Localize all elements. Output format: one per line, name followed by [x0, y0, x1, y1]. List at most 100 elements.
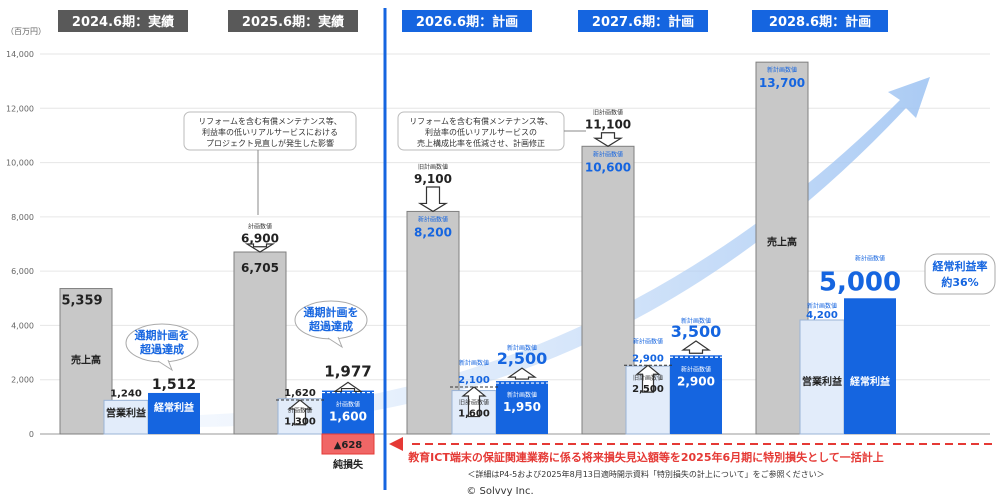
- down-arrow-sales: [244, 243, 276, 253]
- bar-label-ordinary: 経常利益: [850, 375, 890, 388]
- period-header: [578, 10, 708, 32]
- bar-sales: [406, 210, 460, 435]
- y-axis-unit: （百万円）: [6, 27, 46, 36]
- period-header: [402, 10, 532, 32]
- tag-new-plan: 新計画数値: [681, 317, 711, 325]
- up-arrow-ordinary: [507, 367, 537, 380]
- exceed-badge-2025-line1: 通期計画を: [304, 305, 359, 319]
- extraordinary-loss: ▲628 純損失: [321, 433, 375, 471]
- previous-plan-ordinary: 2,500: [497, 349, 548, 368]
- bar-label-operating: 営業利益: [802, 375, 842, 388]
- y-tick-label: 8,000: [11, 213, 34, 222]
- y-axis: （百万円） 0 2,000 4,000 6,000 8,000 10,000 12,000 1…: [6, 27, 990, 439]
- bar-ordinary: [670, 355, 722, 434]
- period-headers: 2024.6期：実績 2025.6期：実績 2026.6期：計画 2027.6期：計画…: [58, 10, 888, 32]
- y-tick-label: 10,000: [6, 159, 34, 168]
- bar-operating: [799, 319, 845, 435]
- bar-sales: [59, 288, 113, 435]
- note-2026-line3: 売上構成比率を低減させ、計画修正: [417, 138, 545, 148]
- bar-operating: [103, 399, 149, 435]
- value-label-operating: 4,200: [806, 310, 838, 321]
- exceed-badge-2024-line1: 通期計画を: [135, 328, 190, 342]
- previous-plan-sales: 6,900: [241, 232, 279, 246]
- period-header: [58, 10, 188, 32]
- value-label-operating: 1,240: [110, 388, 142, 399]
- loss-bar: [321, 433, 375, 455]
- footnote: ＜詳細はP4-5および2025年8月13日適時開示資料「特別損失の計上について」…: [467, 469, 824, 479]
- period-header-label: 2026.6期：計画: [416, 14, 518, 30]
- value-label-ordinary: 1,512: [152, 377, 196, 393]
- bar-ordinary: [322, 390, 374, 434]
- value-label-ordinary: 2,900: [677, 374, 715, 388]
- previous-plan-sales: 9,100: [414, 172, 452, 186]
- note-2025-line3: プロジェクト見直しが発生した影響: [206, 138, 334, 148]
- value-label-sales: 6,705: [241, 261, 279, 275]
- y-tick-label: 2,000: [11, 376, 34, 385]
- value-label-sales: 13,700: [759, 76, 805, 90]
- bars: [59, 61, 896, 435]
- value-label-operating: 2,500: [632, 384, 664, 395]
- value-label-sales: 8,200: [414, 225, 452, 239]
- up-arrow-operating: [287, 399, 313, 426]
- ordinary-margin-badge: 経常利益率 約36%: [924, 253, 996, 295]
- value-label-ordinary: 1,950: [503, 400, 541, 414]
- bar-label-sales: 売上高: [767, 235, 797, 248]
- tag-new-plan: 新計画数値: [459, 359, 489, 367]
- exceed-badge-2024-line2: 超過達成: [139, 342, 184, 356]
- red-note: 教育ICT端末の保証関連業務に係る将来損失見込額等を2025年6月期に特別損失と…: [407, 450, 884, 464]
- y-tick-label: 6,000: [11, 267, 34, 276]
- tag-plan: 旧計画数値: [633, 374, 663, 382]
- y-tick-label: 14,000: [6, 50, 34, 59]
- bar-sales: [755, 61, 809, 435]
- loss-value: ▲628: [334, 440, 363, 451]
- red-note-group: 教育ICT端末の保証関連業務に係る将来損失見込額等を2025年6月期に特別損失と…: [389, 437, 992, 464]
- value-labels: 5,359売上高6,705新計画数値8,200新計画数値10,600新計画数値1…: [61, 66, 901, 428]
- note-2026-line1: リフォームを含む有償メンテナンス等、: [409, 116, 553, 126]
- tag-plan: 新計画数値: [507, 391, 537, 399]
- previous-plan-operating: 2,100: [458, 375, 490, 386]
- period-header-label: 2024.6期：実績: [72, 14, 174, 30]
- up-arrow-operating: [461, 386, 487, 418]
- tag-new-plan: 新計画数値: [418, 215, 448, 223]
- tag-previous-plan: 計画数値: [248, 223, 272, 231]
- y-tick-label: 4,000: [11, 321, 34, 330]
- value-label-operating: 1,600: [458, 409, 490, 420]
- previous-plan-operating: 2,900: [632, 353, 664, 364]
- exceed-badge-2025-line2: 超過達成: [308, 319, 353, 333]
- tag-new-plan: 新計画数値: [593, 150, 623, 158]
- value-label-operating: 1,300: [284, 417, 316, 428]
- note-2025-line1: リフォームを含む有償メンテナンス等、: [198, 116, 342, 126]
- tag-new-plan: 新計画数値: [507, 344, 537, 352]
- previous-plan-operating: 1,620: [284, 388, 316, 399]
- previous-plan-markers: 計画数値6,900旧計画数値9,100旧計画数値11,1001,620新計画数値…: [241, 109, 722, 426]
- note-2026: リフォームを含む有償メンテナンス等、 利益率の低いリアルサービスの 売上構成比率…: [397, 111, 586, 151]
- up-arrow-operating: [635, 364, 661, 393]
- bar-ordinary: [148, 392, 200, 434]
- y-tick-labels: 0 2,000 4,000 6,000 8,000 10,000 12,000 14,000: [6, 50, 34, 439]
- period-header-label: 2025.6期：実績: [242, 14, 344, 30]
- previous-plan-sales: 11,100: [585, 118, 631, 132]
- bar-label-ordinary: 経常利益: [154, 401, 194, 414]
- value-label-sales: 5,359: [61, 294, 102, 309]
- value-label-sales: 10,600: [585, 160, 631, 174]
- down-arrow-sales: [592, 132, 624, 147]
- tag-previous-plan: 旧計画数値: [418, 163, 448, 171]
- copyright: © Solvvy Inc.: [466, 486, 533, 497]
- up-arrow-ordinary: [333, 381, 363, 392]
- tag-new-plan: 新計画数値: [855, 254, 885, 262]
- note-2026-line2: 利益率の低いリアルサービスの: [425, 127, 537, 137]
- margin-badge-line1: 経常利益率: [933, 259, 988, 273]
- note-2025-line2: 利益率の低いリアルサービスにおける: [202, 127, 338, 137]
- bar-label-operating: 営業利益: [106, 406, 146, 419]
- bar-ordinary: [844, 298, 896, 434]
- previous-plan-ordinary: 3,500: [671, 322, 722, 341]
- bar-ordinary: [496, 381, 548, 434]
- tag-new-plan: 新計画数値: [767, 66, 797, 74]
- period-header-label: 2028.6期：計画: [769, 14, 871, 30]
- bar-label-sales: 売上高: [71, 354, 101, 367]
- gridlines: [40, 53, 990, 435]
- value-label-ordinary: 1,600: [329, 410, 367, 424]
- previous-plan-ordinary: 1,977: [324, 362, 371, 380]
- value-label-ordinary: 5,000: [819, 267, 901, 297]
- note-2025: リフォームを含む有償メンテナンス等、 利益率の低いリアルサービスにおける プロジ…: [183, 111, 357, 215]
